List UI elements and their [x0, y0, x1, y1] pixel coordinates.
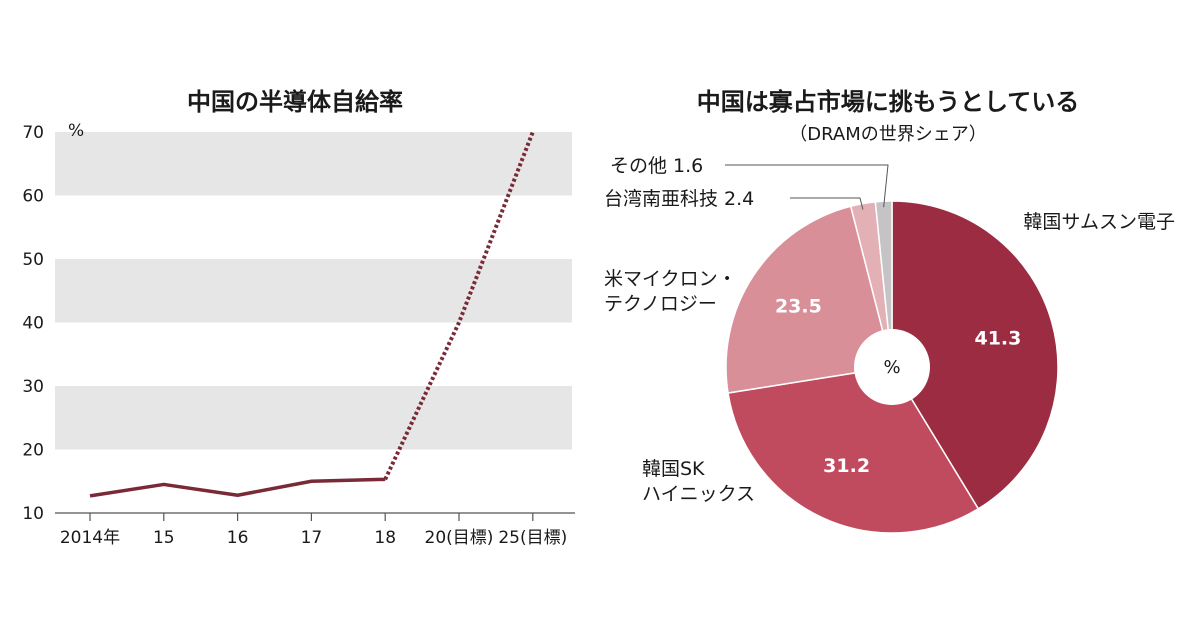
x-axis-ticks: 2014年 15 16 17 18 20(目標) 25(目標)	[60, 513, 567, 548]
pie-category-label: 韓国SK	[642, 458, 705, 480]
pie-center-unit: %	[883, 357, 900, 378]
y-tick-label: 40	[22, 314, 44, 334]
line-series	[89, 131, 535, 498]
pie-value-label: 31.2	[823, 455, 870, 477]
pie-category-label: 台湾南亜科技 2.4	[604, 188, 754, 210]
grid-bands	[55, 132, 572, 450]
y-tick-label: 30	[22, 377, 44, 397]
line-chart: 中国の半導体自給率 10 20 30 40 50 60 70 % 2014年 15 16 17 18…	[22, 88, 575, 548]
x-tick-label: 15	[153, 528, 175, 548]
x-tick-label: 17	[301, 528, 323, 548]
pie-category-label: 米マイクロン・	[604, 268, 737, 290]
pie-category-label: ハイニックス	[642, 483, 755, 505]
y-unit-label: %	[68, 121, 84, 141]
pie-category-label: その他 1.6	[610, 155, 703, 177]
pie-value-label: 41.3	[974, 327, 1021, 349]
leader-line	[725, 164, 889, 208]
y-tick-label: 10	[22, 504, 44, 524]
y-tick-label: 20	[22, 441, 44, 461]
y-tick-label: 70	[22, 123, 44, 143]
pie-value-label: 23.5	[775, 296, 822, 318]
x-tick-label: 18	[374, 528, 396, 548]
x-tick-label: 2014年	[60, 528, 120, 548]
x-tick-label: 25(目標)	[498, 528, 567, 548]
pie-slice-1	[727, 366, 980, 534]
pie-chart-subtitle: （DRAMの世界シェア）	[789, 124, 986, 145]
x-tick-label: 20(目標)	[425, 528, 494, 548]
pie-chart: 中国は寡占市場に挑もうとしている （DRAMの世界シェア） % 41.3 31.2…	[604, 88, 1175, 534]
pie-slice-2	[725, 205, 893, 394]
line-chart-title: 中国の半導体自給率	[187, 88, 403, 116]
leader-line	[790, 197, 864, 210]
y-tick-label: 50	[22, 250, 44, 270]
grid-band-1	[55, 259, 572, 323]
x-tick-label: 16	[227, 528, 249, 548]
grid-band-2	[55, 132, 572, 196]
pie-center-hole	[854, 329, 930, 405]
y-tick-label: 60	[22, 187, 44, 207]
pie-slices	[725, 200, 1059, 534]
pie-chart-title: 中国は寡占市場に挑もうとしている	[697, 88, 1080, 116]
pie-category-label: テクノロジー	[604, 293, 717, 315]
pie-category-label: 韓国サムスン電子	[1023, 211, 1175, 233]
pie-slice-0	[891, 200, 1059, 510]
y-axis-ticks: 10 20 30 40 50 60 70	[22, 123, 44, 524]
grid-band-0	[55, 386, 572, 450]
series-line-actual	[89, 477, 386, 498]
pie-slice-4	[874, 200, 893, 368]
